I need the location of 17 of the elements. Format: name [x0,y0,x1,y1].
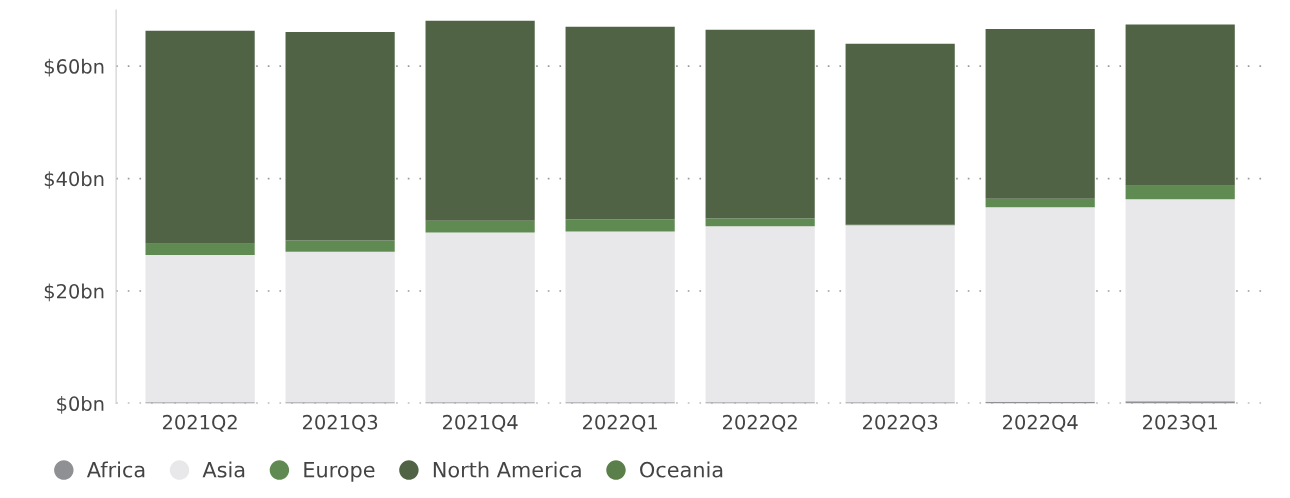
y-tick-label: $20bn [44,283,104,302]
x-tick-label: 2022Q1 [582,414,657,432]
y-tick-label: $40bn [44,171,104,189]
x-tick-label: 2021Q2 [162,414,237,432]
x-tick-label: 2022Q4 [1003,414,1078,432]
x-tick-label: 2021Q3 [302,414,378,432]
legend-label: Oceania [640,461,723,478]
y-tick-label: $0bn [57,395,104,414]
x-tick-label: 2022Q3 [863,414,938,432]
legend-label: Africa [86,461,145,478]
legend-label: Europe [304,462,375,482]
legend-label: Asia [202,461,245,478]
x-tick-label: 2023Q1 [1143,414,1217,432]
y-tick-label: $60bn [44,58,104,77]
x-tick-label: 2022Q2 [723,414,797,432]
legend-label: North America [433,461,581,478]
x-tick-label: 2021Q4 [442,414,518,432]
